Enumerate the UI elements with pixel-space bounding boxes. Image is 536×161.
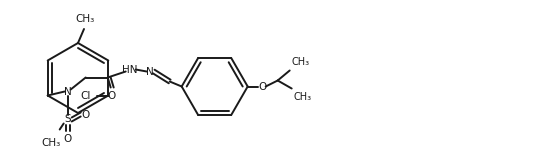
Text: CH₃: CH₃ [41,137,61,147]
Text: CH₃: CH₃ [76,14,95,24]
Text: O: O [64,133,72,143]
Text: Cl: Cl [80,90,90,100]
Text: HN: HN [122,65,137,75]
Text: O: O [258,81,267,91]
Text: O: O [108,90,116,100]
Text: S: S [64,114,71,124]
Text: CH₃: CH₃ [292,57,310,66]
Text: N: N [64,86,72,96]
Text: O: O [81,109,90,119]
Text: N: N [146,66,154,76]
Text: CH₃: CH₃ [294,91,312,101]
